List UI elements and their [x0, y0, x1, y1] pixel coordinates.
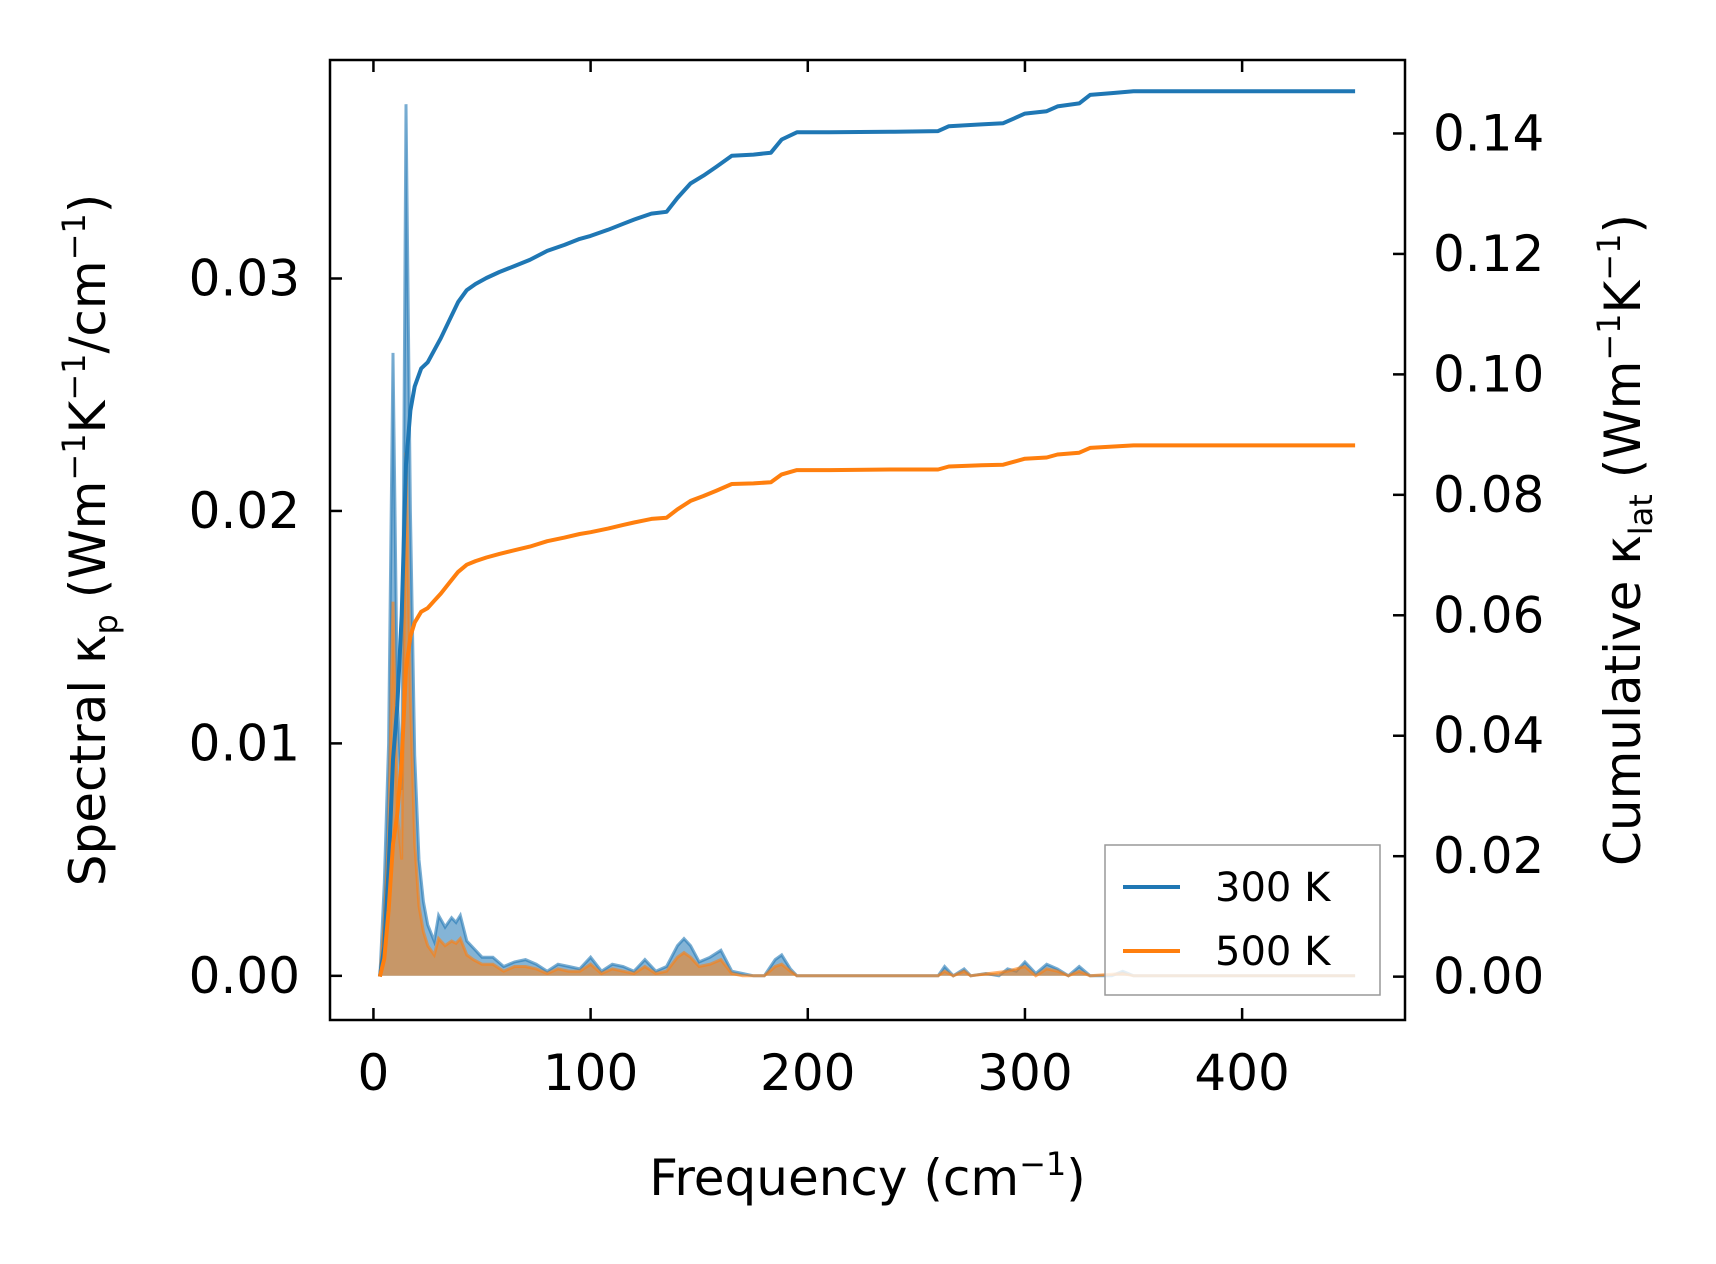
x-tick-label: 400 [1194, 1044, 1289, 1102]
cumulative-line-300k [377, 89, 1356, 977]
y-left-tick-label: 0.02 [189, 482, 300, 540]
x-tick-label: 200 [760, 1044, 855, 1102]
y-right-tick-label: 0.08 [1433, 466, 1544, 524]
y-left-tick-label: 0.00 [189, 947, 300, 1005]
y-right-tick-label: 0.02 [1433, 827, 1544, 885]
label-text: (Wm [1594, 361, 1652, 495]
legend-box [1104, 844, 1381, 996]
tick-labels: 0 100 200 300 400 0.00 0.01 0.02 0.03 0.00 0.02 0.0… [189, 104, 1545, 1102]
label-text: (Wm [59, 481, 117, 615]
y-left-tick-label: 0.03 [189, 249, 300, 307]
right-y-axis-label: Cumulative κlat​ (Wm−1​K−1​) [1590, 214, 1660, 866]
label-text: ) [1066, 1149, 1086, 1207]
cumulative-line-500k [377, 443, 1356, 978]
x-axis-label: Frequency (cm−1​) [649, 1145, 1086, 1207]
spectral-layer [378, 104, 1356, 978]
y-left-tick-label: 0.01 [189, 714, 300, 772]
label-subscript: lat [1622, 494, 1660, 535]
cumulative-layer [377, 89, 1356, 978]
label-subscript: p [87, 614, 125, 634]
legend-label: 300 K [1215, 865, 1332, 911]
y-right-tick-label: 0.10 [1433, 345, 1544, 403]
label-text: /cm [59, 260, 117, 353]
plot-area [377, 89, 1356, 978]
y-right-tick-label: 0.14 [1433, 104, 1544, 162]
x-tick-label: 0 [358, 1044, 390, 1102]
y-right-tick-label: 0.06 [1433, 586, 1544, 644]
label-text: ) [59, 194, 117, 214]
label-superscript: −1 [1590, 313, 1628, 360]
left-y-axis-label: Spectral κp​ (Wm−1​K−1​/cm−1​) [55, 194, 125, 887]
axes-frame [328, 58, 1407, 1022]
x-tick-label: 100 [543, 1044, 638, 1102]
label-superscript: −1 [1590, 234, 1628, 281]
ticks [330, 60, 1405, 1020]
label-superscript: −1 [1019, 1145, 1066, 1183]
label-superscript: −1 [55, 433, 93, 480]
label-text: Spectral κ [59, 634, 117, 886]
y-right-tick-label: 0.00 [1433, 948, 1544, 1006]
legend: 300 K 500 K [1104, 844, 1381, 996]
label-text: Cumulative κ [1594, 535, 1652, 866]
label-text: Frequency (cm [649, 1149, 1019, 1207]
y-right-tick-label: 0.04 [1433, 707, 1544, 765]
label-superscript: −1 [55, 213, 93, 260]
spectral-line-500k [378, 452, 1356, 978]
label-superscript: −1 [55, 353, 93, 400]
legend-label: 500 K [1215, 929, 1332, 975]
label-text: ) [1594, 214, 1652, 234]
label-text: K [1594, 279, 1652, 313]
label-text: K [59, 399, 117, 433]
x-tick-label: 300 [977, 1044, 1072, 1102]
y-right-tick-label: 0.12 [1433, 225, 1544, 283]
